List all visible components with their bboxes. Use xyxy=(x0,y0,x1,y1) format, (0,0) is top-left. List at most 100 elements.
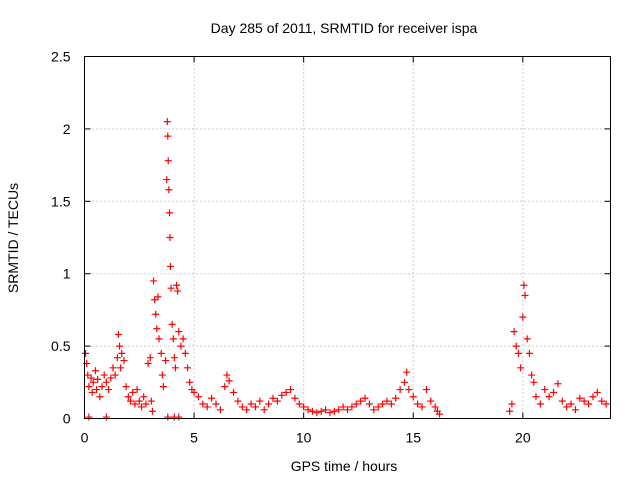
data-point xyxy=(422,386,430,394)
data-point xyxy=(94,375,102,383)
data-point xyxy=(105,386,113,394)
data-point xyxy=(247,400,255,408)
data-point xyxy=(414,400,422,408)
data-point xyxy=(170,354,178,362)
data-point xyxy=(164,132,172,140)
data-point xyxy=(221,383,229,391)
data-point xyxy=(400,378,408,386)
data-point xyxy=(532,393,540,401)
data-point xyxy=(576,394,584,402)
data-point xyxy=(287,386,295,394)
plot-frame xyxy=(84,56,611,419)
y-tick-label: 2 xyxy=(63,121,71,137)
data-point xyxy=(519,313,527,321)
data-point xyxy=(273,397,281,405)
data-point xyxy=(409,393,417,401)
data-point xyxy=(174,287,182,295)
x-tick-label: 20 xyxy=(515,430,531,446)
data-point xyxy=(308,407,316,415)
data-point xyxy=(175,328,183,336)
data-point xyxy=(148,407,156,415)
data-point xyxy=(361,394,369,402)
data-point xyxy=(339,403,347,411)
y-axis-label: SRMTID / TECUs xyxy=(5,183,21,293)
data-point xyxy=(87,374,95,382)
data-point xyxy=(100,371,108,379)
data-point xyxy=(181,349,189,357)
data-point xyxy=(550,388,558,396)
data-point xyxy=(322,406,330,414)
data-point xyxy=(133,386,141,394)
data-point xyxy=(427,397,435,405)
data-point xyxy=(344,406,351,414)
data-point xyxy=(166,234,174,241)
data-point xyxy=(357,397,365,405)
data-point xyxy=(405,386,413,394)
data-point xyxy=(169,335,177,343)
data-point xyxy=(166,262,174,270)
data-point xyxy=(98,383,106,391)
data-point xyxy=(102,378,110,386)
data-point xyxy=(403,368,411,376)
data-point xyxy=(348,403,356,411)
data-point xyxy=(525,349,533,357)
data-point xyxy=(392,394,400,402)
y-tick-label: 1 xyxy=(63,266,71,282)
data-point xyxy=(265,400,273,408)
data-point xyxy=(387,400,395,408)
data-point xyxy=(157,349,165,357)
y-tick-label: 0.5 xyxy=(51,338,71,354)
y-tick-label: 1.5 xyxy=(51,193,71,209)
y-tick-label: 0 xyxy=(63,411,71,427)
data-points xyxy=(82,118,610,421)
data-point xyxy=(589,393,597,401)
data-point xyxy=(186,378,194,386)
data-point xyxy=(230,388,238,396)
data-point xyxy=(282,388,290,396)
data-point xyxy=(528,371,536,379)
grid-lines xyxy=(84,56,611,419)
data-point xyxy=(383,397,391,405)
data-point xyxy=(179,335,187,343)
data-point xyxy=(554,380,562,388)
data-point xyxy=(260,406,268,414)
data-point xyxy=(234,397,242,405)
data-point xyxy=(171,364,179,372)
data-point xyxy=(571,406,579,414)
data-point xyxy=(144,359,152,367)
data-point xyxy=(137,403,145,411)
data-point xyxy=(374,403,382,411)
data-point xyxy=(194,393,202,401)
data-point xyxy=(558,397,566,405)
data-point xyxy=(223,371,231,379)
data-point xyxy=(167,284,175,292)
data-point xyxy=(225,377,233,385)
data-point xyxy=(164,413,172,421)
data-point xyxy=(177,342,185,350)
x-tick-label: 10 xyxy=(296,430,312,446)
x-tick-label: 0 xyxy=(81,430,89,446)
data-point xyxy=(203,403,211,411)
data-point xyxy=(88,388,96,396)
data-point xyxy=(82,349,90,357)
data-point xyxy=(111,371,119,379)
data-point xyxy=(147,397,155,405)
data-point xyxy=(142,400,150,408)
data-point xyxy=(278,391,286,399)
data-point xyxy=(120,357,128,365)
data-point xyxy=(208,394,216,402)
data-point xyxy=(124,393,132,401)
data-point xyxy=(85,413,93,421)
data-point xyxy=(150,277,158,285)
data-point xyxy=(304,406,312,414)
data-point xyxy=(251,403,259,411)
data-point xyxy=(602,400,610,408)
data-point xyxy=(155,335,163,343)
x-axis-label: GPS time / hours xyxy=(291,458,398,474)
data-point xyxy=(567,400,575,408)
data-point xyxy=(122,383,130,391)
data-point xyxy=(593,388,601,396)
data-point xyxy=(131,400,139,408)
data-point xyxy=(184,364,192,372)
